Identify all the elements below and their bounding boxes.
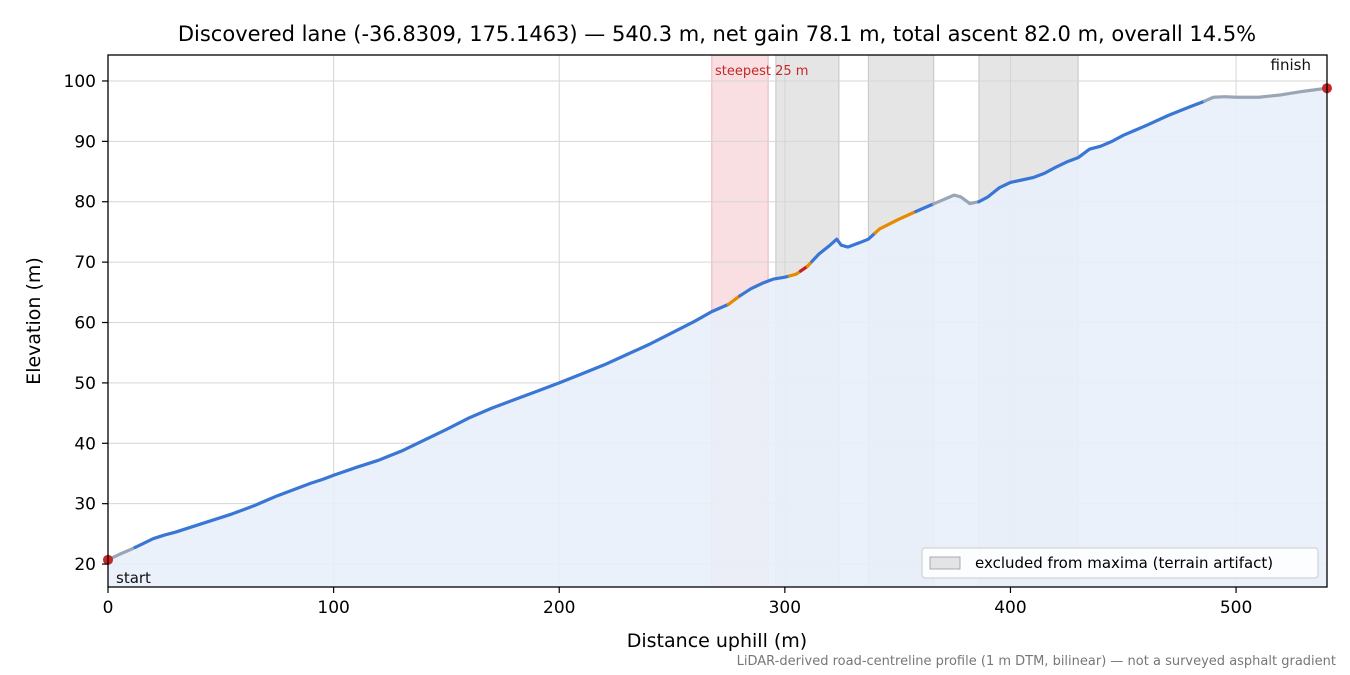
elevation-area (108, 88, 1327, 588)
y-tick-label: 70 (74, 253, 96, 273)
legend: excluded from maxima (terrain artifact) (921, 547, 1319, 579)
line-segment-steep (726, 294, 742, 306)
y-tick-label: 90 (74, 132, 96, 152)
y-tick-label: 100 (64, 72, 96, 92)
line-segment-excluded (1202, 86, 1329, 103)
x-tick-label: 100 (317, 598, 349, 618)
legend-label: excluded from maxima (terrain artifact) (975, 554, 1273, 572)
x-tick-label: 200 (543, 598, 575, 618)
line-segment-steep (873, 210, 918, 235)
x-tick-label: 400 (994, 598, 1026, 618)
legend-frame (921, 547, 1319, 579)
axes (102, 54, 1328, 593)
line-segment-normal (810, 231, 877, 264)
line-segment-excluded (932, 193, 981, 206)
line-segment-excluded (106, 545, 137, 562)
y-tick-label: 50 (74, 374, 96, 394)
y-tick-label: 20 (74, 555, 96, 575)
footnote: LiDAR-derived road-centreline profile (1… (737, 654, 1336, 669)
y-tick-label: 60 (74, 314, 96, 334)
y-tick-label: 80 (74, 193, 96, 213)
line-segment-normal (977, 99, 1207, 204)
area-fill (108, 88, 1327, 588)
y-tick-label: 30 (74, 495, 96, 515)
x-tick-label: 300 (769, 598, 801, 618)
annotation-finish: finish (1271, 56, 1311, 74)
x-tick-label: 500 (1220, 598, 1252, 618)
tick-labels: 0 100 200 300 400 500 20 30 40 50 60 70 80 90 100 (64, 72, 1253, 618)
y-axis-label: Elevation (m) (23, 257, 45, 385)
y-tick-label: 40 (74, 434, 96, 454)
line-segment-normal (133, 302, 731, 549)
x-tick-label: 0 (103, 598, 114, 618)
annotation-steepest: steepest 25 m (715, 64, 808, 79)
annotation-start: start (116, 569, 151, 587)
chart-title: Discovered lane (-36.8309, 175.1463) — 5… (178, 22, 1256, 46)
plot-frame (107, 54, 1328, 588)
x-axis-label: Distance uphill (m) (627, 630, 807, 652)
line-segment-steep (787, 269, 803, 278)
legend-swatch (929, 556, 961, 570)
line-segment-normal (738, 274, 791, 298)
elevation-line (106, 86, 1329, 562)
